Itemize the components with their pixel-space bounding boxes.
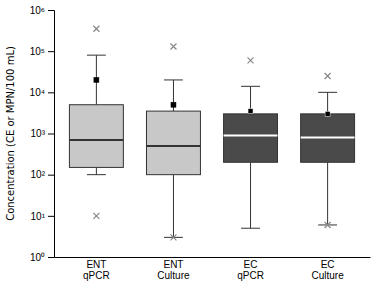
mean <box>94 77 99 82</box>
plot: 10⁰10¹10²10³10⁴10⁵10⁶ENTqPCRENTCultureEC… <box>30 5 371 281</box>
y-tick-label: 10³ <box>31 128 46 139</box>
y-tick-mark <box>48 10 54 11</box>
flier <box>325 73 331 79</box>
x-tick-label-line: ENT <box>163 259 183 270</box>
box <box>146 43 200 240</box>
median <box>69 139 123 141</box>
box-body <box>69 105 123 168</box>
box <box>224 57 278 228</box>
cap-high <box>164 79 183 80</box>
x-tick-label: ENTqPCR <box>83 259 110 281</box>
cap-high <box>241 86 260 87</box>
y-tick-label: 10⁰ <box>30 252 45 263</box>
y-tick: 10¹ <box>31 211 54 222</box>
x-tick-label-line: qPCR <box>237 270 264 281</box>
flier <box>170 43 176 49</box>
box-body <box>146 111 200 175</box>
x-tick-label-line: Culture <box>157 270 190 281</box>
x-tick-label: ENTCulture <box>157 259 190 281</box>
y-tick: 10⁶ <box>30 5 54 16</box>
y-tick-label: 10⁴ <box>30 87 45 98</box>
box <box>69 26 123 219</box>
y-tick: 10³ <box>31 128 54 139</box>
chart: 10⁰10¹10²10³10⁴10⁵10⁶ENTqPCRENTCultureEC… <box>0 0 380 291</box>
median <box>301 136 355 138</box>
whisker-low <box>173 175 174 238</box>
flier <box>325 222 331 228</box>
y-axis-title: Concentration (CE or MPN/100 mL) <box>5 46 16 221</box>
x-tick-label-line: Culture <box>311 270 344 281</box>
cap-low <box>241 228 260 229</box>
y-tick-label: 10⁶ <box>30 5 45 16</box>
y-tick-label: 10⁵ <box>30 46 45 57</box>
y-axis-line <box>48 11 55 258</box>
whisker-low <box>327 162 328 225</box>
x-tick: ECqPCR <box>237 259 264 281</box>
y-tick: 10² <box>31 169 54 180</box>
cap-low <box>87 174 106 175</box>
median <box>146 145 200 147</box>
x-tick-label-line: qPCR <box>83 270 110 281</box>
y-tick-mark <box>48 134 54 135</box>
y-tick: 10⁴ <box>30 87 54 98</box>
cap-high <box>318 92 337 93</box>
whisker-high <box>327 92 328 114</box>
x-tick: ENTqPCR <box>83 259 110 281</box>
y-axis: 10⁰ 10¹ 10² 10³ 10⁴ 10⁵ 10⁶ <box>30 5 55 263</box>
box-body <box>301 114 355 162</box>
y-tick: 10⁵ <box>30 46 54 57</box>
y-tick-mark <box>48 51 54 52</box>
y-tick: 10⁰ <box>30 252 54 263</box>
box-body <box>224 114 278 162</box>
x-tick: ENTCulture <box>157 259 190 281</box>
y-tick-label: 10² <box>31 169 46 180</box>
flier <box>93 26 99 32</box>
x-tick: ECCulture <box>311 259 344 281</box>
x-tick-label-line: EC <box>321 259 335 270</box>
box <box>301 73 355 228</box>
flier <box>170 234 176 240</box>
flier <box>248 57 254 63</box>
x-axis-line <box>55 257 371 258</box>
x-tick-label: ECCulture <box>311 259 344 281</box>
mean <box>248 109 253 114</box>
marks <box>69 26 354 241</box>
x-tick-label-line: EC <box>244 259 258 270</box>
y-tick-mark <box>48 257 54 258</box>
y-tick-mark <box>48 216 54 217</box>
x-tick-label: ECqPCR <box>237 259 264 281</box>
y-tick-mark <box>48 175 54 176</box>
mean <box>171 102 176 107</box>
x-tick-label-line: ENT <box>86 259 106 270</box>
x-axis: ENTqPCRENTCultureECqPCRECCulture <box>55 258 371 282</box>
mean <box>325 111 330 116</box>
y-tick-mark <box>48 92 54 93</box>
whisker-low <box>96 167 97 174</box>
y-tick-label: 10¹ <box>31 211 46 222</box>
flier <box>93 213 99 219</box>
median <box>224 134 278 136</box>
cap-high <box>87 55 106 56</box>
whisker-low <box>250 162 251 228</box>
